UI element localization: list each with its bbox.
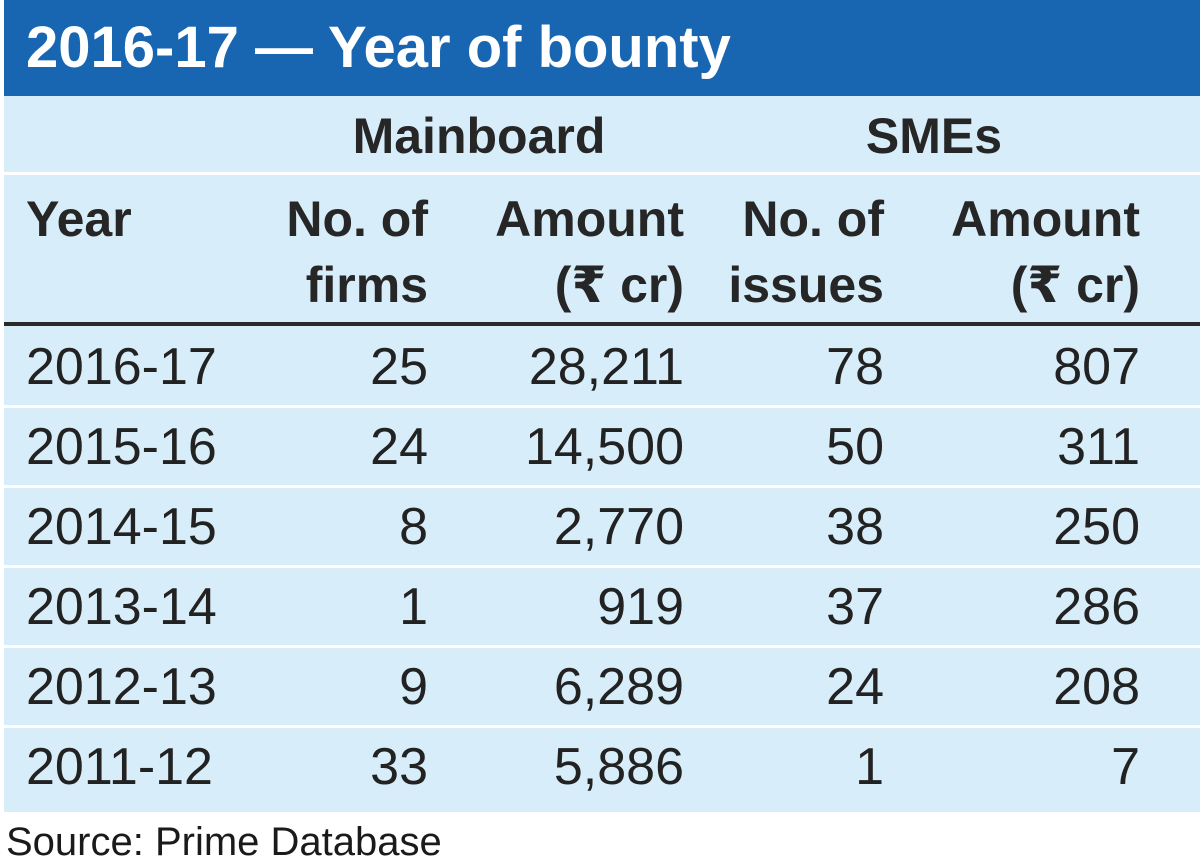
group-header-mainboard: Mainboard (352, 108, 606, 164)
table-cell-mainboard-amount: 5,886 (553, 738, 684, 796)
table-cell-sme-amount: 807 (1053, 338, 1140, 396)
table-cell-year: 2014-15 (26, 498, 217, 556)
table-cell-mainboard-amount: 14,500 (524, 418, 684, 476)
table-cell-sme-issues: 38 (826, 498, 884, 556)
table-frame: 2016-17 — Year of bounty Mainboard SMEs … (4, 0, 1200, 812)
table-cell-year: 2016-17 (26, 338, 217, 396)
column-header-mainboard-firms-line2: firms (305, 257, 428, 313)
table-cell-mainboard-firms: 8 (399, 498, 428, 556)
table-title: 2016-17 — Year of bounty (26, 15, 731, 80)
row-divider (4, 725, 1200, 728)
table-cell-year: 2015-16 (26, 418, 217, 476)
group-header-divider (4, 172, 1200, 175)
row-divider (4, 485, 1200, 488)
column-header-sme-amount-line2: (₹ cr) (1010, 257, 1140, 313)
table-cell-sme-issues: 1 (855, 738, 884, 796)
table-cell-sme-issues: 37 (826, 578, 884, 636)
group-header-smes: SMEs (865, 108, 1003, 164)
table-cell-mainboard-amount: 919 (597, 578, 684, 636)
table-cell-year: 2013-14 (26, 578, 217, 636)
title-bar: 2016-17 — Year of bounty (4, 0, 1200, 96)
column-header-mainboard-firms-line1: No. of (286, 191, 428, 247)
table-cell-mainboard-firms: 1 (399, 578, 428, 636)
column-header-mainboard-amount-line2: (₹ cr) (554, 257, 684, 313)
column-header-year: Year (26, 191, 132, 247)
table-cell-year: 2011-12 (26, 738, 213, 796)
source-note: Source: Prime Database (6, 820, 442, 864)
column-header-sme-issues-line2: issues (728, 257, 884, 313)
table-cell-sme-amount: 250 (1053, 498, 1140, 556)
table-cell-year: 2012-13 (26, 658, 217, 716)
table-cell-sme-issues: 78 (826, 338, 884, 396)
table-cell-mainboard-amount: 2,770 (553, 498, 684, 556)
table-cell-mainboard-firms: 9 (399, 658, 428, 716)
column-header-sme-issues-line1: No. of (742, 191, 884, 247)
table-cell-mainboard-amount: 6,289 (553, 658, 684, 716)
column-header-sme-amount-line1: Amount (951, 191, 1140, 247)
table-cell-sme-issues: 24 (826, 658, 884, 716)
table-cell-mainboard-firms: 24 (370, 418, 428, 476)
table-cell-mainboard-firms: 25 (370, 338, 428, 396)
table-cell-mainboard-amount: 28,211 (528, 338, 684, 396)
row-divider (4, 405, 1200, 408)
table-cell-sme-amount: 7 (1111, 738, 1140, 796)
table-cell-mainboard-firms: 33 (370, 738, 428, 796)
header-bottom-rule (4, 322, 1200, 326)
table-cell-sme-issues: 50 (826, 418, 884, 476)
table-cell-sme-amount: 311 (1057, 418, 1140, 476)
table-cell-sme-amount: 208 (1053, 658, 1140, 716)
row-divider (4, 565, 1200, 568)
column-header-mainboard-amount-line1: Amount (495, 191, 684, 247)
table-cell-sme-amount: 286 (1053, 578, 1140, 636)
row-divider (4, 645, 1200, 648)
